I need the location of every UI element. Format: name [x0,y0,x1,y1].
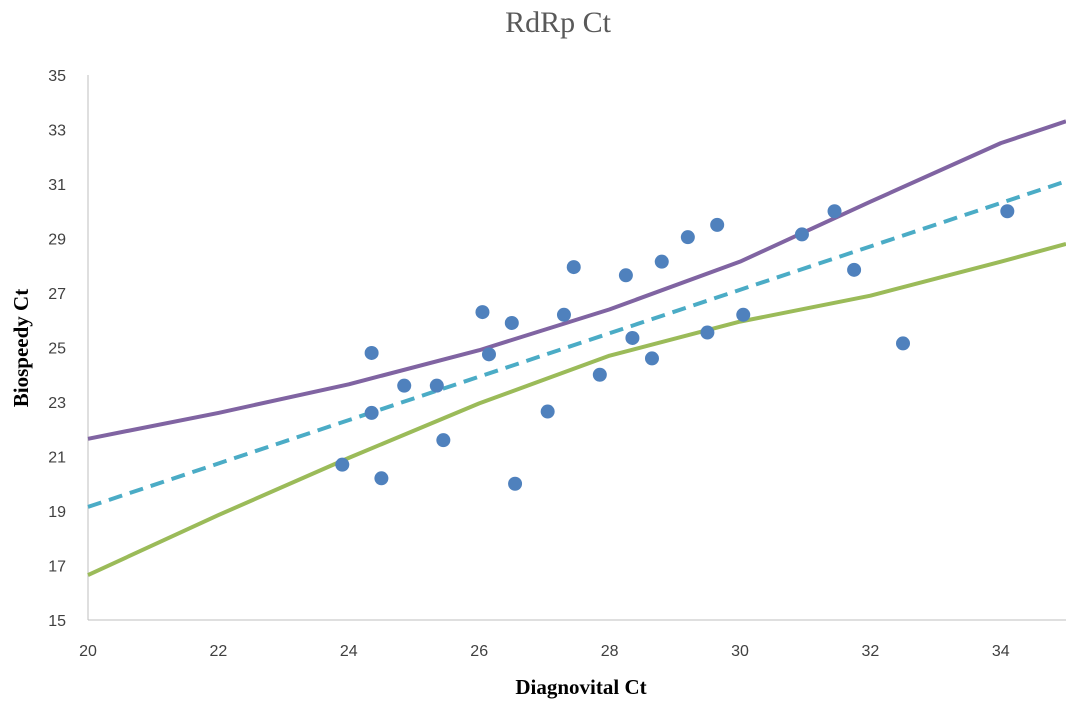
scatter-point [795,227,809,241]
y-tick-label: 33 [48,123,66,140]
scatter-point [619,268,633,282]
scatter-point [1000,204,1014,218]
x-tick-label: 28 [601,643,619,660]
y-tick-label: 31 [48,177,66,194]
trend-line-2 [88,181,1066,507]
y-axis-title: Biospeedy Ct [9,289,33,407]
x-tick-label: 20 [79,643,97,660]
y-tick-label: 35 [48,68,66,85]
scatter-point [736,308,750,322]
y-tick-labels: 15 17 19 21 23 25 27 29 31 33 35 [48,68,66,630]
y-tick-label: 17 [48,559,66,576]
scatter-point [430,379,444,393]
scatter-point [397,379,411,393]
scatter-point [896,336,910,350]
scatter-point [557,308,571,322]
x-tick-label: 22 [210,643,228,660]
scatter-point [374,471,388,485]
scatter-point [645,351,659,365]
x-tick-label: 30 [731,643,749,660]
scatter-point [541,405,555,419]
x-tick-label: 32 [862,643,880,660]
scatter-point [475,305,489,319]
scatter-point [365,406,379,420]
chart-title: RdRp Ct [505,6,612,39]
x-axis-title: Diagnovital Ct [515,675,646,699]
y-tick-label: 29 [48,232,66,249]
scatter-point [567,260,581,274]
scatter-point [655,255,669,269]
y-tick-label: 19 [48,504,66,521]
scatter-point [828,204,842,218]
y-tick-label: 27 [48,286,66,303]
scatter-point [847,263,861,277]
scatter-point [505,316,519,330]
y-tick-label: 15 [48,613,66,630]
scatter-point [710,218,724,232]
y-tick-label: 21 [48,450,66,467]
scatter-point [681,230,695,244]
y-tick-label: 23 [48,395,66,412]
x-tick-label: 34 [992,643,1010,660]
scatter-point [482,347,496,361]
trend-line-1 [88,121,1066,438]
x-tick-labels: 20 22 24 26 28 30 32 34 [79,643,1010,660]
scatter-point [335,458,349,472]
scatter-point [508,477,522,491]
y-tick-label: 25 [48,341,66,358]
trend-lines [88,121,1066,575]
scatter-point [436,433,450,447]
scatter-point [625,331,639,345]
scatter-point [700,326,714,340]
x-tick-label: 26 [470,643,488,660]
data-points [335,204,1014,491]
scatter-point [593,368,607,382]
scatter-point [365,346,379,360]
x-tick-label: 24 [340,643,358,660]
